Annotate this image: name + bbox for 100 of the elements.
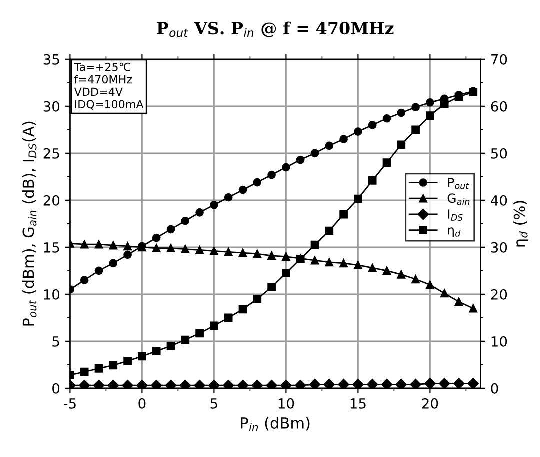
point xyxy=(340,135,348,144)
y-tick-label: 30 xyxy=(44,101,60,112)
x-tick-label: 10 xyxy=(278,398,294,409)
legend-label: P$_{out}$ xyxy=(448,178,470,190)
point xyxy=(268,170,276,180)
point xyxy=(412,126,420,134)
y-tick-label: 5 xyxy=(52,336,60,347)
point xyxy=(253,178,262,187)
point xyxy=(454,298,464,306)
point xyxy=(354,261,362,270)
point xyxy=(354,128,362,136)
legend-label: G$_{ain}$ xyxy=(448,194,470,206)
point xyxy=(166,225,176,234)
point xyxy=(440,289,449,298)
point xyxy=(166,342,176,350)
point xyxy=(109,259,118,268)
point xyxy=(368,264,377,272)
point xyxy=(325,258,334,267)
point xyxy=(381,379,393,388)
point xyxy=(440,100,449,108)
point xyxy=(196,329,204,338)
legend-label: η$_{d}$ xyxy=(448,228,461,238)
point xyxy=(224,314,233,322)
point xyxy=(354,194,362,204)
point xyxy=(224,193,233,202)
chart-title: P$_{out}$ VS. P$_{in}$ @ f = 470MHz xyxy=(157,22,394,38)
point xyxy=(124,250,132,260)
y2-tick-label: 40 xyxy=(491,195,508,206)
point xyxy=(424,378,436,388)
point xyxy=(94,364,104,373)
point xyxy=(340,210,348,219)
point xyxy=(124,242,132,251)
point xyxy=(268,283,276,292)
point xyxy=(412,275,420,284)
y2-tick-label: 10 xyxy=(492,336,508,347)
y2-tick-label: 50 xyxy=(491,148,508,159)
point xyxy=(282,163,290,172)
point xyxy=(80,276,89,285)
point xyxy=(238,305,248,314)
point xyxy=(94,266,104,276)
y2-axis-title: η$_{d}$ (%) xyxy=(514,201,528,247)
x-axis-title: P$_{in}$ (dBm) xyxy=(241,417,310,432)
point xyxy=(310,240,320,250)
point xyxy=(382,266,392,276)
point xyxy=(253,250,262,258)
point xyxy=(181,216,190,226)
y2-tick-label: 0 xyxy=(491,383,498,394)
point xyxy=(282,252,290,261)
point xyxy=(310,256,320,265)
point xyxy=(109,361,118,370)
point xyxy=(397,140,406,150)
point xyxy=(196,246,204,254)
point xyxy=(80,240,89,249)
y2-tick-label: 60 xyxy=(491,101,508,112)
x-tick-label: 0 xyxy=(138,398,146,409)
point xyxy=(268,252,276,260)
point xyxy=(352,379,364,388)
point xyxy=(238,186,248,194)
point xyxy=(138,352,146,361)
point xyxy=(426,98,434,107)
point xyxy=(453,378,465,388)
y-axis-title: P$_{out}$ (dBm), G$_{ain}$ (dB), I$_{DS}$(A) xyxy=(22,122,37,326)
point xyxy=(310,149,320,158)
y2-tick-label: 20 xyxy=(491,289,508,300)
point xyxy=(338,379,350,388)
point xyxy=(196,208,204,217)
point xyxy=(396,379,408,388)
point xyxy=(397,270,406,279)
point xyxy=(181,245,190,254)
x-tick-label: 15 xyxy=(350,398,366,409)
y-tick-label: 15 xyxy=(44,242,60,253)
point xyxy=(340,259,348,268)
point xyxy=(469,304,478,313)
point xyxy=(152,244,161,253)
point xyxy=(80,368,89,376)
y2-tick-label: 30 xyxy=(491,242,508,253)
point xyxy=(426,280,434,290)
point xyxy=(368,121,377,130)
legend-label: I$_{DS}$ xyxy=(448,210,463,221)
point xyxy=(426,112,434,120)
x-tick-label: 20 xyxy=(422,398,438,409)
y-tick-label: 25 xyxy=(44,148,60,159)
annotation: Ta=+25℃ f=470MHz VDD=4V IDQ=100mA xyxy=(74,62,144,110)
point xyxy=(366,379,378,388)
point xyxy=(253,294,262,304)
point xyxy=(94,240,104,249)
point xyxy=(166,244,176,253)
y2-tick-label: 70 xyxy=(491,54,508,65)
point xyxy=(309,379,321,388)
point xyxy=(109,241,118,250)
point xyxy=(325,226,334,236)
point xyxy=(224,248,233,256)
point xyxy=(181,336,190,344)
point xyxy=(210,200,218,210)
point xyxy=(210,322,218,330)
x-tick-label: 5 xyxy=(210,398,218,409)
point xyxy=(397,108,406,118)
point xyxy=(152,234,161,242)
point xyxy=(152,347,161,356)
y-tick-label: 35 xyxy=(44,54,60,65)
